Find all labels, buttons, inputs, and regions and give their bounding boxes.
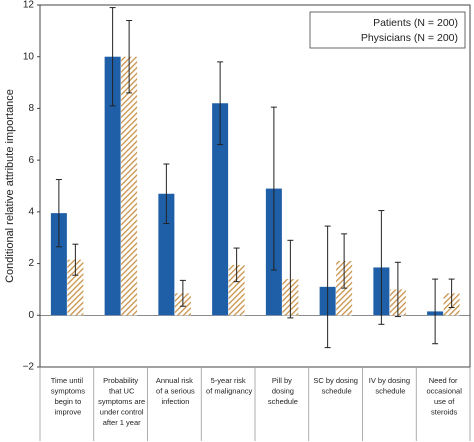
error-bar <box>394 261 401 318</box>
error-bar <box>448 278 455 309</box>
x-tick-label: IV by dosing schedule <box>369 376 410 396</box>
y-tick-label: 0 <box>28 310 34 321</box>
bar <box>228 264 245 316</box>
legend-box <box>309 11 466 49</box>
error-bar <box>233 247 240 283</box>
bar <box>212 103 229 316</box>
bar <box>104 56 121 316</box>
error-bar <box>432 278 439 345</box>
y-tick-label: 6 <box>28 155 34 166</box>
y-tick-label: 4 <box>28 206 34 217</box>
y-axis-label: Conditional relative attribute importanc… <box>4 89 16 283</box>
x-tick-label: Pill by dosing schedule <box>266 376 298 406</box>
bar <box>67 259 84 316</box>
x-tick-label: Probability that UC symptoms are under c… <box>96 376 145 427</box>
x-tick-label: Time until symptoms begin to improve <box>49 376 86 417</box>
legend-label: Physicians (N = 200) <box>361 32 458 44</box>
error-bar <box>217 61 224 146</box>
x-tick-label: SC by dosing schedule <box>313 376 358 396</box>
error-bar <box>55 179 62 248</box>
y-tick-label: −2 <box>23 362 35 373</box>
x-tick-label: 5-year risk of malignancy <box>204 376 253 396</box>
bar <box>121 56 138 316</box>
error-bar <box>163 163 170 224</box>
error-bar <box>179 279 186 307</box>
error-bar <box>126 20 133 94</box>
y-tick-label: 10 <box>23 51 35 62</box>
error-bar <box>341 233 348 289</box>
error-bar <box>109 7 116 107</box>
legend-label: Patients (N = 200) <box>373 17 458 29</box>
bar <box>50 213 67 316</box>
y-tick-label: 8 <box>28 103 34 114</box>
error-bar <box>270 106 277 271</box>
x-tick-label: Annual risk of a serious infection <box>154 376 195 406</box>
error-bar <box>72 243 79 276</box>
error-bar <box>287 239 294 319</box>
error-bar <box>324 225 331 349</box>
y-tick-label: 2 <box>28 258 34 269</box>
error-bar <box>378 210 385 325</box>
y-tick-label: 12 <box>23 0 35 11</box>
bar <box>158 193 175 316</box>
x-tick-label: Need for occasional use of steroids <box>424 376 462 417</box>
